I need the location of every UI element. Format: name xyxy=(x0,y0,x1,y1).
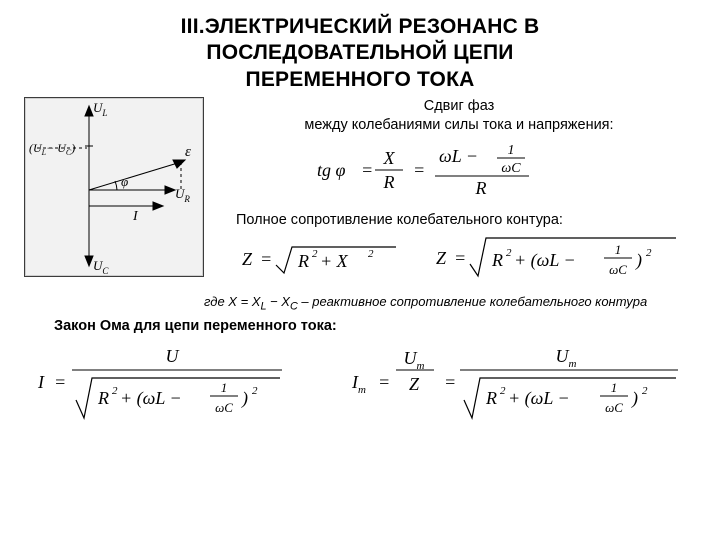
svg-text:1: 1 xyxy=(508,143,515,158)
svg-text:I: I xyxy=(37,372,45,392)
svg-text:UC: UC xyxy=(93,258,109,276)
phase-shift-line2: между колебаниями силы тока и напряжения… xyxy=(304,117,613,133)
formula-I: I = U R 2 + (ωL − 1 ωC ) 2 xyxy=(32,338,292,428)
title-line-2: ПОСЛЕДОВАТЕЛЬНОЙ ЦЕПИ xyxy=(206,41,513,64)
svg-text:=: = xyxy=(378,372,390,392)
svg-text:(UL− UC): (UL− UC) xyxy=(29,141,75,157)
top-row: UL UC UR I ε φ (UL− UC) Сдвиг фаз между … xyxy=(24,97,696,286)
svg-text:2: 2 xyxy=(646,247,652,259)
slide-root: III.ЭЛЕКТРИЧЕСКИЙ РЕЗОНАНС В ПОСЛЕДОВАТЕ… xyxy=(0,0,720,540)
svg-text:1: 1 xyxy=(615,242,622,257)
where-subC: C xyxy=(290,300,298,312)
svg-text:=: = xyxy=(361,160,373,180)
title-line-3: ПЕРЕМЕННОГО ТОКА xyxy=(246,68,475,91)
svg-text:2: 2 xyxy=(642,385,648,397)
ohm-formulas-row: I = U R 2 + (ωL − 1 ωC ) 2 Im = xyxy=(24,338,696,428)
svg-text:UL: UL xyxy=(93,100,107,118)
formula-tg-phi: tg φ = X R = ωL − 1 ωC R xyxy=(309,136,609,204)
svg-text:R: R xyxy=(491,250,503,270)
svg-text:+ (ωL −: + (ωL − xyxy=(514,250,576,271)
svg-text:ε: ε xyxy=(185,144,191,160)
phasor-svg: UL UC UR I ε φ (UL− UC) xyxy=(25,98,205,278)
svg-text:Z: Z xyxy=(242,249,253,269)
svg-text:2: 2 xyxy=(368,248,374,260)
where-mid: − X xyxy=(266,294,290,309)
formula-z1: Z = R 2 + X 2 xyxy=(236,235,406,281)
svg-text:ωC: ωC xyxy=(501,161,521,176)
formula-z2: Z = R 2 + (ωL − 1 ωC ) 2 xyxy=(432,230,682,286)
where-suffix: – реактивное сопротивление колебательног… xyxy=(298,294,647,309)
svg-text:2: 2 xyxy=(252,385,258,397)
phase-shift-heading: Сдвиг фаз между колебаниями силы тока и … xyxy=(222,97,696,136)
svg-text:Im: Im xyxy=(351,372,366,396)
svg-text:UR: UR xyxy=(175,186,190,204)
svg-text:2: 2 xyxy=(312,248,318,260)
svg-text:): ) xyxy=(241,388,248,409)
svg-text:=: = xyxy=(54,372,66,392)
z-formulas-row: Z = R 2 + X 2 Z = R xyxy=(222,230,696,286)
svg-text:R: R xyxy=(97,388,109,408)
svg-text:Um: Um xyxy=(556,346,577,370)
where-prefix: где X = X xyxy=(204,294,260,309)
svg-text:=: = xyxy=(444,372,456,392)
title-line-1: III.ЭЛЕКТРИЧЕСКИЙ РЕЗОНАНС В xyxy=(181,15,540,38)
svg-text:=: = xyxy=(260,249,272,269)
phase-shift-line1: Сдвиг фаз xyxy=(424,98,495,114)
svg-text:+ (ωL −: + (ωL − xyxy=(508,388,570,409)
where-line: где X = XL − XC – реактивное сопротивлен… xyxy=(204,294,696,313)
svg-text:ωC: ωC xyxy=(605,400,623,415)
svg-text:): ) xyxy=(631,388,638,409)
svg-text:=: = xyxy=(413,160,425,180)
phasor-diagram: UL UC UR I ε φ (UL− UC) xyxy=(24,97,204,277)
svg-text:U: U xyxy=(166,346,180,366)
svg-text:+ (ωL −: + (ωL − xyxy=(120,388,182,409)
svg-text:R: R xyxy=(297,251,309,271)
svg-text:+ X: + X xyxy=(320,251,349,271)
svg-text:=: = xyxy=(454,248,466,268)
svg-text:X: X xyxy=(383,148,396,168)
svg-text:1: 1 xyxy=(611,380,618,395)
svg-text:2: 2 xyxy=(112,385,118,397)
svg-text:R: R xyxy=(485,388,497,408)
svg-text:ωC: ωC xyxy=(609,262,627,277)
formula-Im: Im = Um Z = Um R 2 + (ωL − 1 ωC ) 2 xyxy=(348,338,688,428)
svg-text:ωL −: ωL − xyxy=(439,146,478,166)
svg-text:R: R xyxy=(475,178,487,198)
svg-text:2: 2 xyxy=(500,385,506,397)
top-right-column: Сдвиг фаз между колебаниями силы тока и … xyxy=(222,97,696,286)
svg-text:Z: Z xyxy=(409,374,420,394)
svg-text:): ) xyxy=(635,250,642,271)
impedance-label: Полное сопротивление колебательного конт… xyxy=(236,212,696,228)
svg-text:R: R xyxy=(383,172,395,192)
svg-text:Z: Z xyxy=(436,248,447,268)
slide-title: III.ЭЛЕКТРИЧЕСКИЙ РЕЗОНАНС В ПОСЛЕДОВАТЕ… xyxy=(24,14,696,93)
svg-text:Um: Um xyxy=(404,348,425,372)
svg-text:1: 1 xyxy=(221,380,228,395)
svg-text:φ: φ xyxy=(121,174,128,189)
svg-text:2: 2 xyxy=(506,247,512,259)
svg-text:ωC: ωC xyxy=(215,400,233,415)
ohm-label: Закон Ома для цепи переменного тока: xyxy=(54,318,696,334)
tg-lhs: tg φ xyxy=(317,160,346,180)
svg-text:I: I xyxy=(132,209,139,224)
